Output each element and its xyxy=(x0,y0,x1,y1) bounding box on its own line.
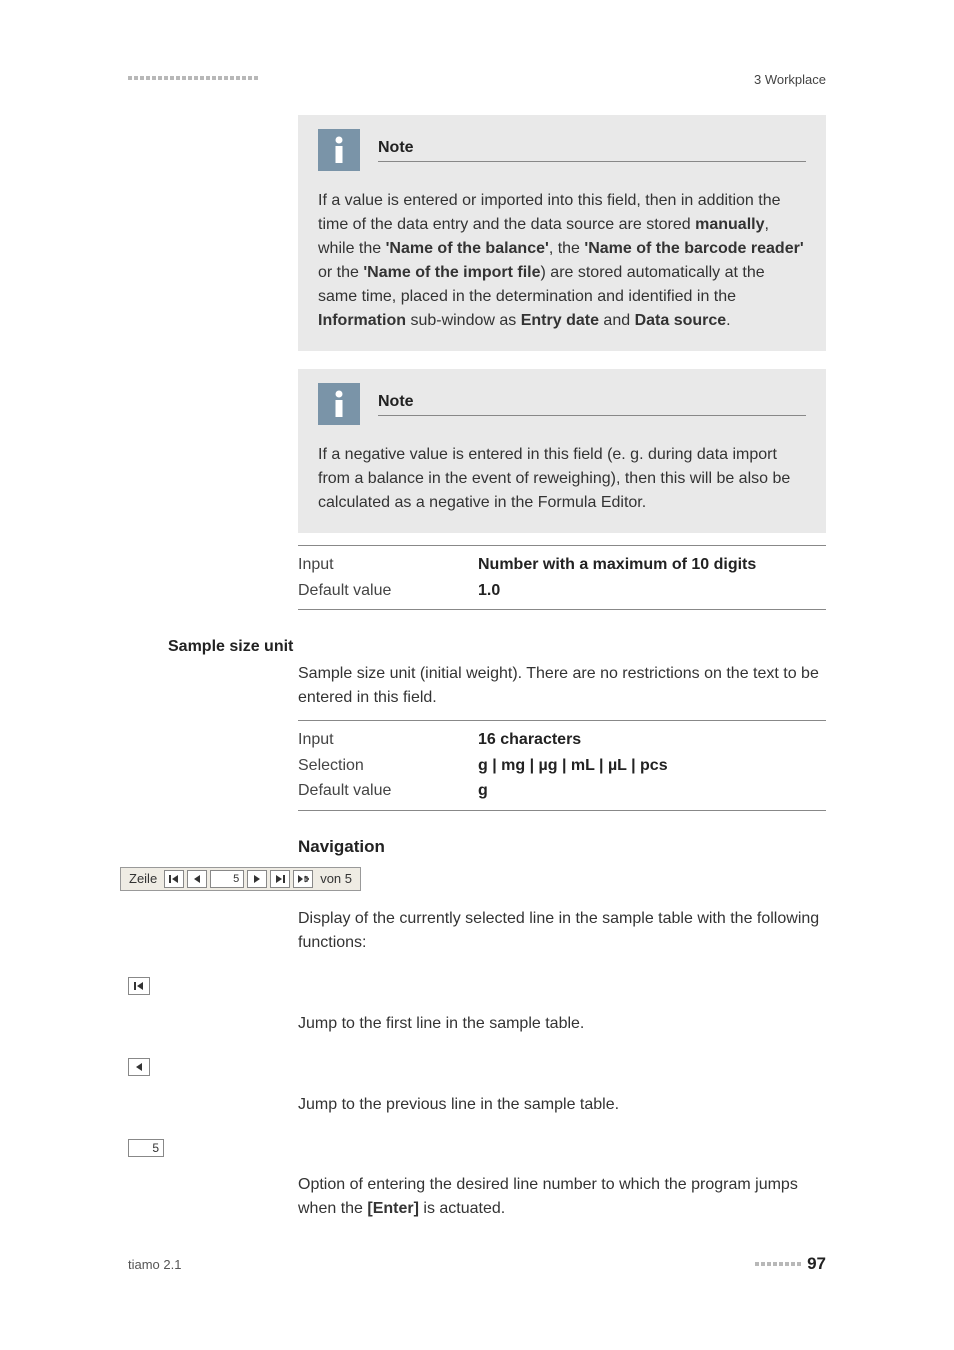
footer: tiamo 2.1 97 xyxy=(128,1254,826,1274)
last-button[interactable] xyxy=(270,870,290,888)
header-dashes xyxy=(128,76,258,80)
footer-dashes xyxy=(755,1262,801,1266)
info-icon xyxy=(318,129,360,171)
info-icon xyxy=(318,383,360,425)
header-chapter: 3 Workplace xyxy=(754,72,826,87)
note1-body: If a value is entered or imported into t… xyxy=(318,189,806,333)
nav-item-first-icon xyxy=(128,977,826,996)
note-title: Note xyxy=(378,393,414,410)
navigation-heading: Navigation xyxy=(298,837,826,857)
nav-item-prev-icon xyxy=(128,1058,826,1077)
table-row: Input Number with a maximum of 10 digits xyxy=(298,552,826,578)
sample-unit-heading: Sample size unit xyxy=(168,638,826,656)
new-button[interactable]: * xyxy=(293,870,313,888)
spec-table-1: Input Number with a maximum of 10 digits… xyxy=(298,545,826,610)
table-row: Input 16 characters xyxy=(298,727,826,753)
note-block-1: Note If a value is entered or imported i… xyxy=(298,115,826,351)
page-number: 97 xyxy=(807,1254,826,1274)
prev-button[interactable] xyxy=(187,870,207,888)
next-button[interactable] xyxy=(247,870,267,888)
note-block-2: Note If a negative value is entered in t… xyxy=(298,369,826,533)
spec-table-2: Input 16 characters Selection g | mg | µ… xyxy=(298,720,826,811)
nav-item-prev-text: Jump to the previous line in the sample … xyxy=(298,1093,826,1117)
navigation-desc: Display of the currently selected line i… xyxy=(298,907,826,955)
footer-product: tiamo 2.1 xyxy=(128,1257,181,1272)
navigation-toolbar: Zeile 5 * von 5 xyxy=(120,867,361,891)
nav-item-input-text: Option of entering the desired line numb… xyxy=(298,1173,826,1221)
nav-item-input-icon: 5 xyxy=(128,1139,826,1157)
first-button[interactable] xyxy=(164,870,184,888)
prev-button-icon[interactable] xyxy=(128,1058,150,1076)
table-row: Default value 1.0 xyxy=(298,578,826,604)
sample-unit-desc: Sample size unit (initial weight). There… xyxy=(298,662,826,710)
svg-text:*: * xyxy=(304,875,307,884)
line-input-icon[interactable]: 5 xyxy=(128,1139,164,1157)
table-row: Default value g xyxy=(298,778,826,804)
von-label: von 5 xyxy=(316,871,356,886)
zeile-label: Zeile xyxy=(125,871,161,886)
nav-item-first-text: Jump to the first line in the sample tab… xyxy=(298,1012,826,1036)
first-button-icon[interactable] xyxy=(128,977,150,995)
line-input[interactable]: 5 xyxy=(210,870,244,888)
note2-body: If a negative value is entered in this f… xyxy=(318,443,806,515)
table-row: Selection g | mg | µg | mL | µL | pcs xyxy=(298,753,826,779)
note-title: Note xyxy=(378,139,414,156)
